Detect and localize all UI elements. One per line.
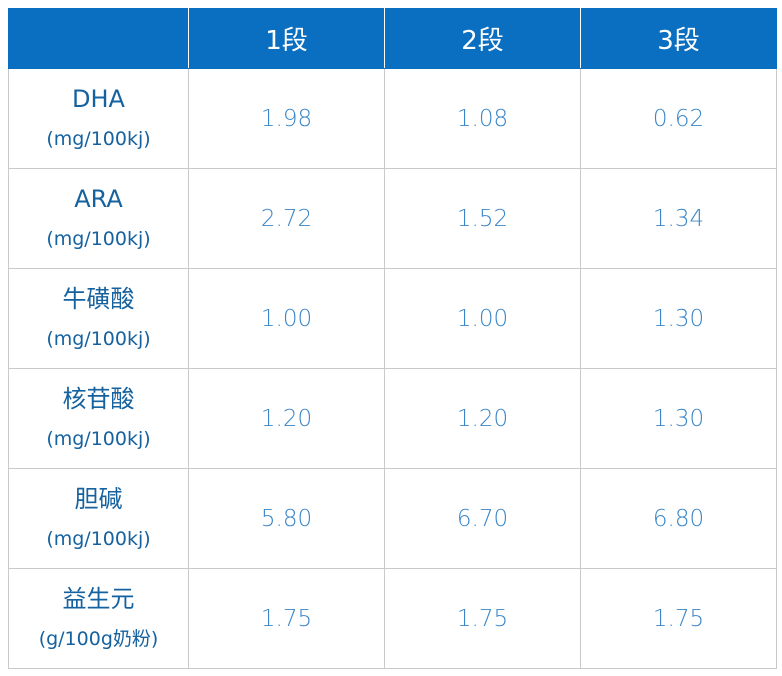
column-header: 1段 [188,8,385,69]
table-row: DHA (mg/100kj) 1.98 1.08 0.62 [8,68,777,169]
row-name: 胆碱 [74,484,123,513]
value-cell: 5.80 [188,468,385,569]
table-header: 1段 2段 3段 [8,8,777,69]
row-label-cell: 牛磺酸 (mg/100kj) [8,268,189,369]
row-unit: (mg/100kj) [46,427,151,450]
value-cell: 1.75 [384,568,581,669]
row-unit: (mg/100kj) [46,327,151,350]
value-cell: 1.52 [384,168,581,269]
header-row: 1段 2段 3段 [8,8,777,69]
value-cell: 1.20 [384,368,581,469]
value-cell: 1.00 [188,268,385,369]
value-cell: 6.70 [384,468,581,569]
nutrition-table: 1段 2段 3段 DHA (mg/100kj) 1.98 1.08 0.62 ARA (mg/1… [8,8,777,669]
row-unit: (mg/100kj) [46,127,151,150]
value-cell: 1.00 [384,268,581,369]
corner-cell [8,8,189,69]
table-row: ARA (mg/100kj) 2.72 1.52 1.34 [8,168,777,269]
row-unit: (mg/100kj) [46,227,151,250]
value-cell: 0.62 [580,68,777,169]
row-unit: (mg/100kj) [46,527,151,550]
value-cell: 1.20 [188,368,385,469]
value-cell: 1.08 [384,68,581,169]
table-body: DHA (mg/100kj) 1.98 1.08 0.62 ARA (mg/100kj) 2.… [8,68,777,669]
value-cell: 2.72 [188,168,385,269]
value-cell: 1.30 [580,368,777,469]
column-header: 3段 [580,8,777,69]
value-cell: 1.98 [188,68,385,169]
row-name: 牛磺酸 [62,284,135,313]
value-cell: 1.75 [580,568,777,669]
value-cell: 1.30 [580,268,777,369]
row-name: 核苷酸 [62,384,135,413]
row-unit: (g/100g奶粉) [38,627,159,650]
table-row: 益生元 (g/100g奶粉) 1.75 1.75 1.75 [8,568,777,669]
row-name: DHA [72,84,125,113]
value-cell: 1.75 [188,568,385,669]
row-label-cell: 胆碱 (mg/100kj) [8,468,189,569]
row-name: 益生元 [62,584,135,613]
row-name: ARA [74,184,123,213]
row-label-cell: 核苷酸 (mg/100kj) [8,368,189,469]
table-row: 胆碱 (mg/100kj) 5.80 6.70 6.80 [8,468,777,569]
row-label-cell: ARA (mg/100kj) [8,168,189,269]
table-row: 核苷酸 (mg/100kj) 1.20 1.20 1.30 [8,368,777,469]
value-cell: 6.80 [580,468,777,569]
column-header: 2段 [384,8,581,69]
value-cell: 1.34 [580,168,777,269]
row-label-cell: 益生元 (g/100g奶粉) [8,568,189,669]
table-row: 牛磺酸 (mg/100kj) 1.00 1.00 1.30 [8,268,777,369]
row-label-cell: DHA (mg/100kj) [8,68,189,169]
